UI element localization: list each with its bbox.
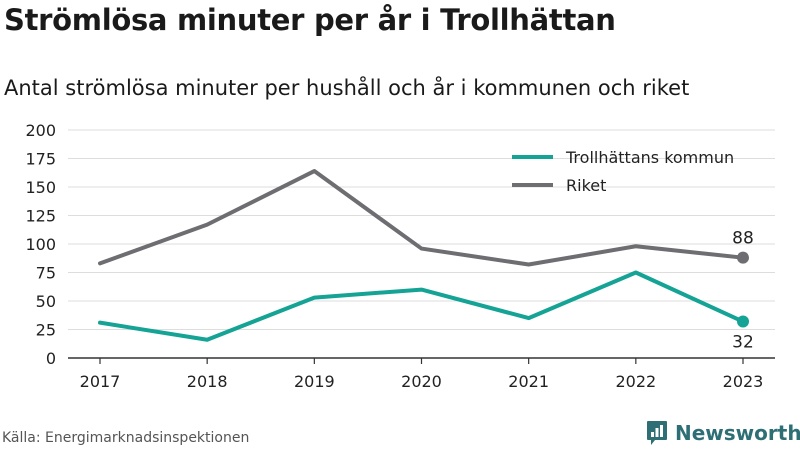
y-tick-label: 75 [36, 264, 56, 283]
x-tick-label: 2018 [187, 372, 228, 391]
brand-logo: Newsworthy [646, 420, 800, 446]
legend-label: Trollhättans kommun [565, 148, 734, 167]
x-tick-label: 2021 [508, 372, 549, 391]
y-axis: 0 25 50 75 100 125 150 175 200 [25, 121, 56, 368]
legend-label: Riket [566, 176, 606, 195]
y-tick-label: 150 [25, 178, 56, 197]
x-tick-label: 2017 [80, 372, 121, 391]
y-tick-label: 100 [25, 235, 56, 254]
y-tick-label: 25 [36, 321, 56, 340]
chart-subtitle: Antal strömlösa minuter per hushåll och … [4, 76, 690, 100]
y-tick-label: 125 [25, 207, 56, 226]
bar-chart-icon [647, 421, 667, 445]
y-tick-label: 50 [36, 292, 56, 311]
data-label: 32 [732, 333, 754, 353]
x-tick-label: 2022 [615, 372, 656, 391]
x-axis: 2017 2018 2019 2020 2021 2022 2023 [68, 357, 775, 391]
legend: Trollhättans kommun Riket [512, 148, 734, 195]
x-tick-label: 2023 [723, 372, 764, 391]
data-label: 88 [732, 229, 754, 249]
source-note: Källa: Energimarknadsinspektionen [2, 430, 250, 446]
y-tick-label: 200 [25, 121, 56, 140]
series-lines: 32 88 [98, 169, 754, 353]
brand-name: Newsworthy [675, 421, 800, 445]
series-line-kommun [98, 270, 745, 342]
x-tick-label: 2019 [294, 372, 335, 391]
series-line-riket [98, 169, 745, 267]
y-tick-label: 0 [46, 349, 56, 368]
grid-lines [68, 129, 775, 330]
series-end-marker [737, 251, 749, 264]
x-tick-label: 2020 [401, 372, 442, 391]
series-end-marker [737, 315, 749, 328]
y-tick-label: 175 [25, 150, 56, 169]
chart-title: Strömlösa minuter per år i Trollhättan [4, 3, 616, 37]
